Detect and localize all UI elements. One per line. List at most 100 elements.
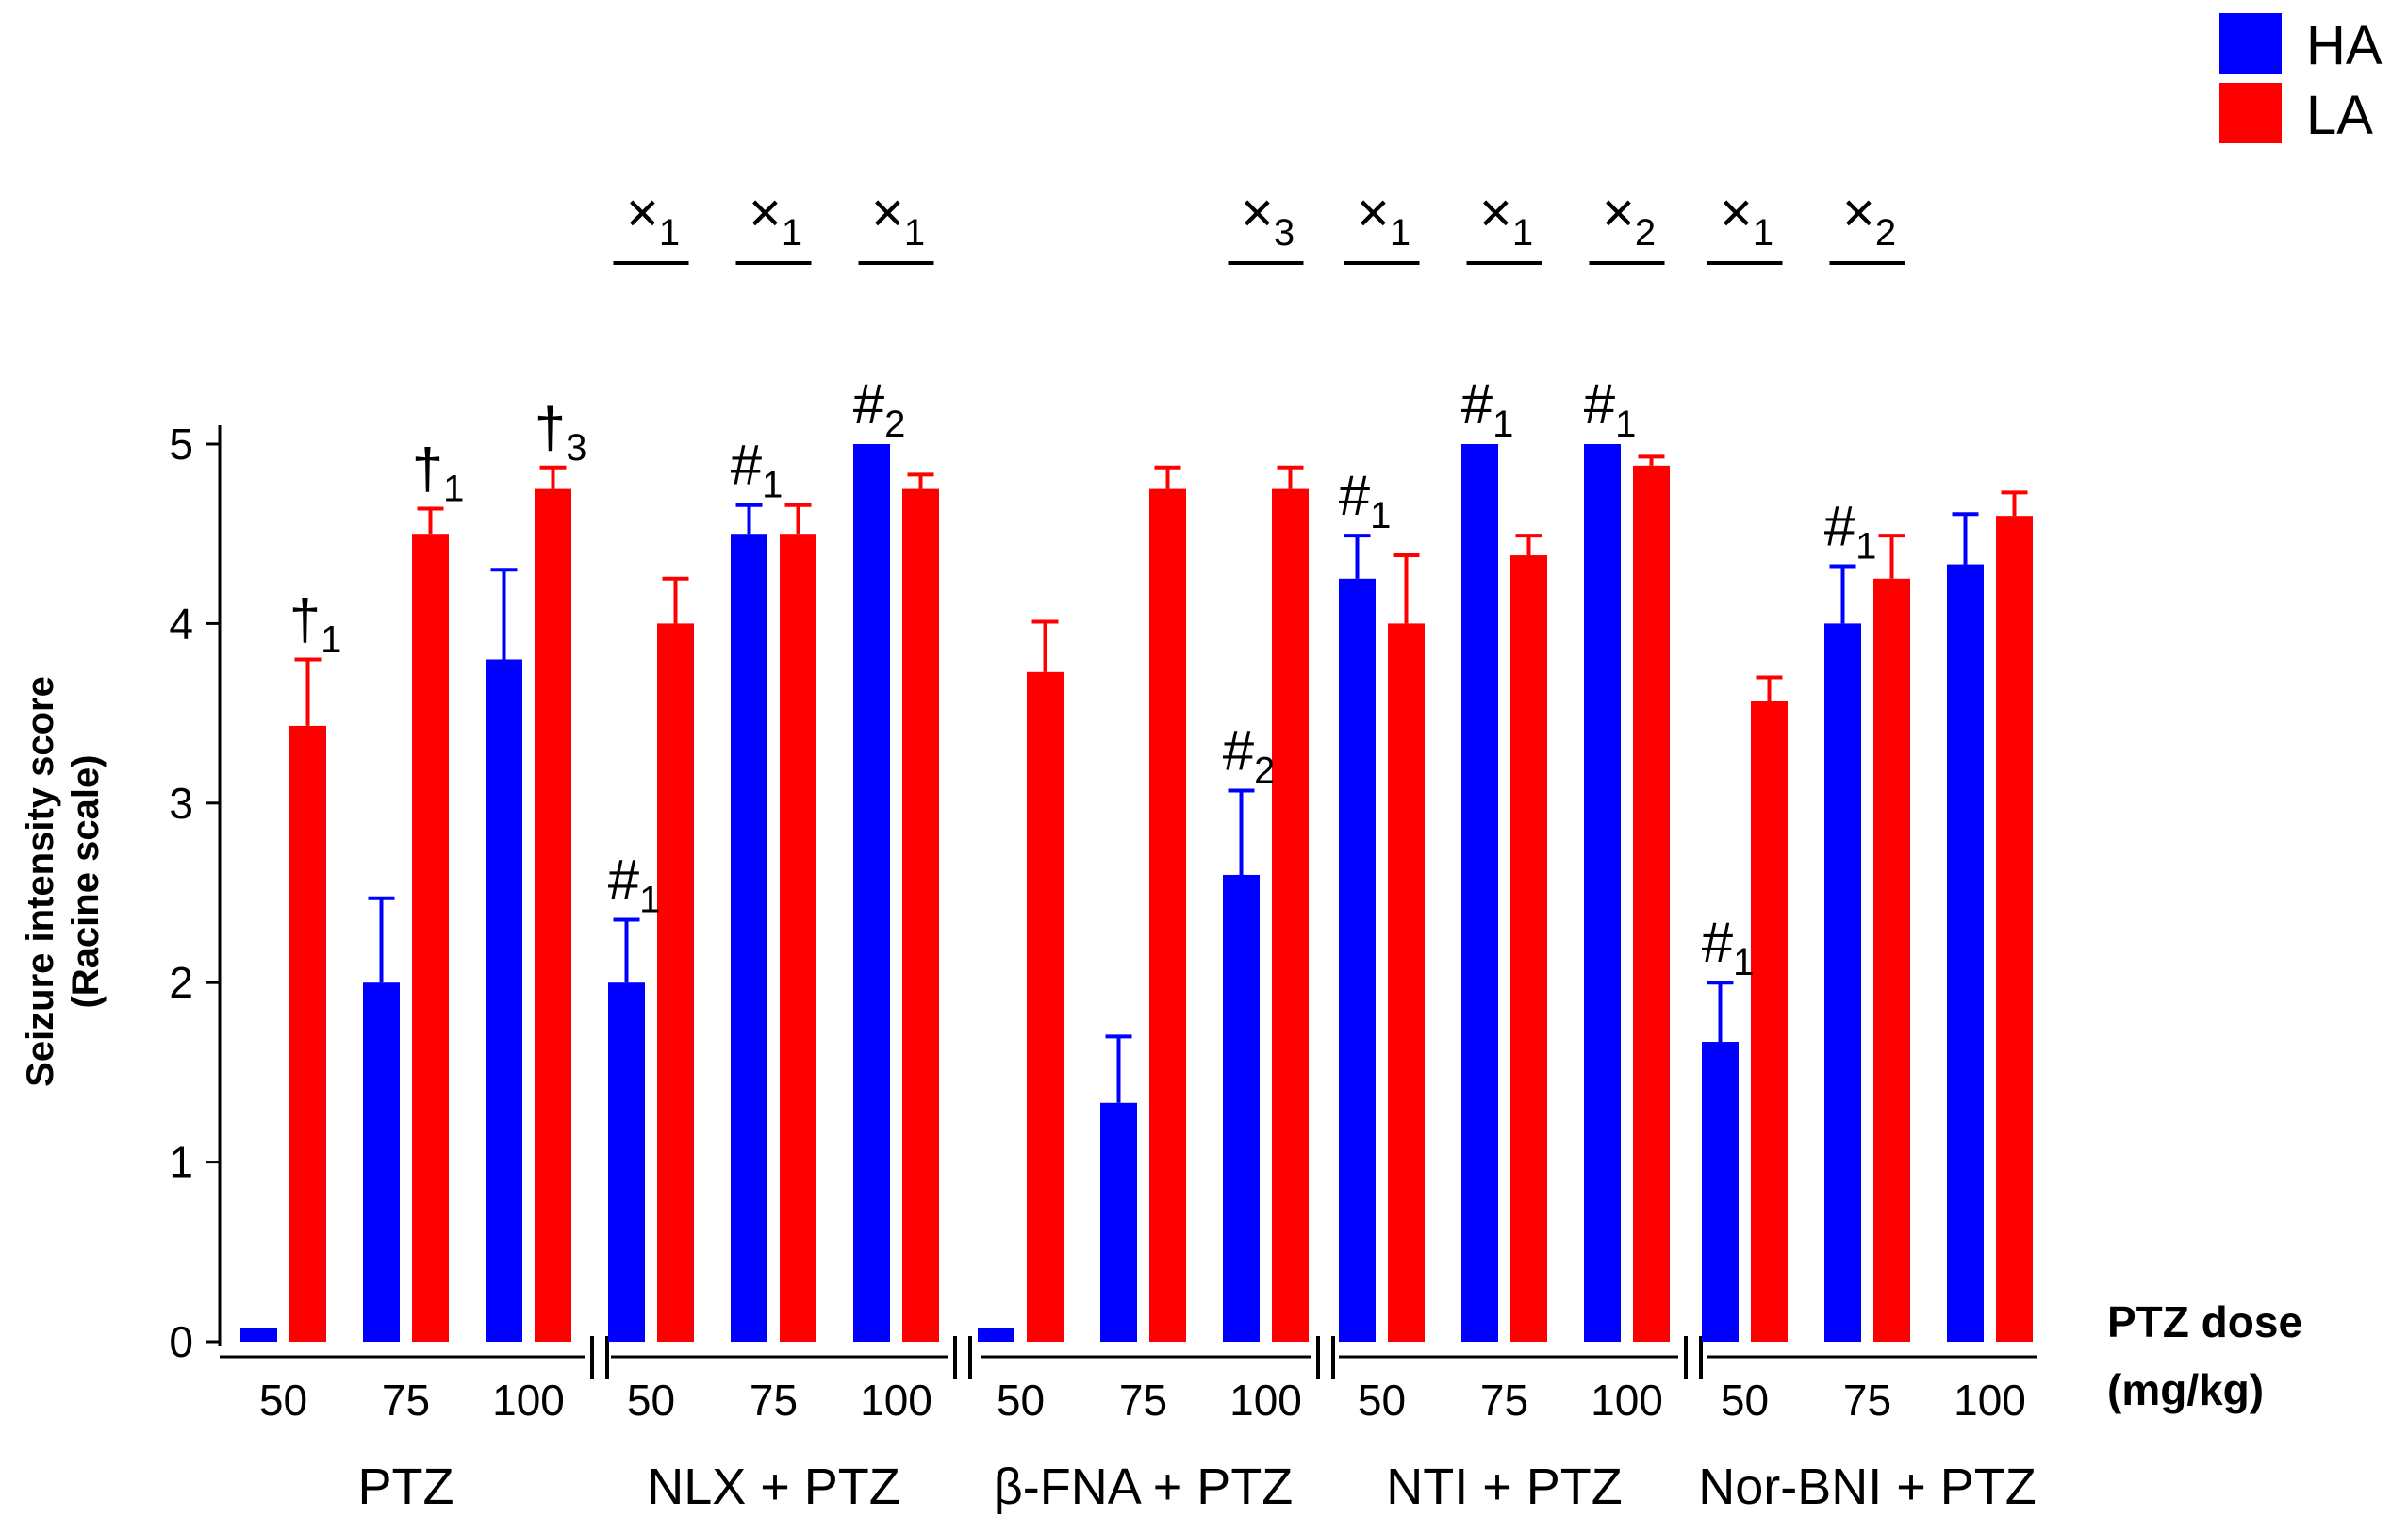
comparison-bracket-mark: ×1 bbox=[626, 181, 680, 254]
significance-mark: #1 bbox=[1339, 464, 1392, 536]
dose-tick-label: 100 bbox=[1591, 1376, 1663, 1425]
group-label: β-FNA + PTZ bbox=[994, 1459, 1294, 1515]
bar-la bbox=[1873, 578, 1910, 1342]
bar-la bbox=[1510, 555, 1547, 1342]
comparison-bracket-mark: ×1 bbox=[1479, 181, 1533, 254]
dose-tick-label: 75 bbox=[1119, 1376, 1167, 1425]
significance-mark: #2 bbox=[853, 372, 906, 445]
bar-la bbox=[1027, 671, 1064, 1342]
bar-ha bbox=[363, 982, 400, 1342]
comparison-bracket-mark-subscript: 1 bbox=[1390, 212, 1410, 254]
significance-mark-symbol: † bbox=[412, 437, 443, 501]
comparison-bracket-mark-symbol: × bbox=[626, 181, 659, 244]
dose-tick-label: 50 bbox=[627, 1376, 675, 1425]
bar-ha bbox=[1223, 874, 1260, 1342]
bar-la bbox=[1996, 516, 2033, 1342]
significance-mark: #1 bbox=[1702, 911, 1755, 983]
group-label: NLX + PTZ bbox=[647, 1459, 900, 1515]
comparison-bracket-mark-subscript: 1 bbox=[1512, 212, 1533, 254]
significance-mark: #1 bbox=[1584, 372, 1637, 445]
dose-tick-label: 50 bbox=[1721, 1376, 1769, 1425]
bar-la bbox=[1272, 488, 1309, 1342]
y-axis-title-line1: Seizure intensity score bbox=[20, 676, 61, 1087]
significance-mark-subscript: 1 bbox=[1493, 404, 1513, 445]
bar-ha bbox=[1100, 1102, 1137, 1342]
significance-mark-symbol: # bbox=[1702, 911, 1734, 974]
bar-ha bbox=[608, 982, 645, 1342]
significance-mark-symbol: † bbox=[535, 396, 566, 459]
bar-ha bbox=[486, 659, 522, 1342]
significance-mark-symbol: # bbox=[1461, 372, 1493, 436]
dose-tick-label: 50 bbox=[259, 1376, 307, 1425]
significance-mark-symbol: # bbox=[1339, 464, 1371, 527]
comparison-bracket-mark-subscript: 3 bbox=[1274, 212, 1295, 254]
group-label: PTZ bbox=[358, 1459, 454, 1515]
group-label: Nor-BNI + PTZ bbox=[1698, 1459, 2037, 1515]
x-axis-dose-title: PTZ dose (mg/kg) bbox=[2107, 1297, 2302, 1414]
bar-ha bbox=[853, 444, 890, 1342]
bar-ha bbox=[1824, 623, 1861, 1342]
significance-mark: †3 bbox=[535, 396, 587, 469]
bar-ha bbox=[731, 534, 767, 1342]
comparison-bracket-mark: ×1 bbox=[871, 181, 925, 254]
bar-ha bbox=[978, 1328, 1014, 1342]
significance-mark-subscript: 1 bbox=[1733, 942, 1754, 983]
significance-mark-symbol: # bbox=[1223, 718, 1255, 782]
significance-mark-subscript: 1 bbox=[1615, 404, 1636, 445]
dose-tick-label: 75 bbox=[750, 1376, 798, 1425]
comparison-bracket-mark-subscript: 2 bbox=[1875, 212, 1896, 254]
significance-mark-subscript: 3 bbox=[566, 427, 586, 469]
bar-la bbox=[902, 488, 939, 1342]
comparison-bracket-mark: ×1 bbox=[749, 181, 802, 254]
dose-tick-label: 75 bbox=[1480, 1376, 1528, 1425]
bar-la bbox=[1149, 488, 1186, 1342]
comparison-bracket-mark-symbol: × bbox=[749, 181, 782, 244]
bar-la bbox=[535, 488, 571, 1342]
dose-tick-label: 100 bbox=[860, 1376, 932, 1425]
comparison-bracket-mark: ×2 bbox=[1602, 181, 1656, 254]
comparison-bracket-mark: ×1 bbox=[1357, 181, 1410, 254]
dose-tick-label: 75 bbox=[1843, 1376, 1891, 1425]
y-tick-label: 3 bbox=[169, 779, 193, 828]
y-tick-label: 5 bbox=[169, 420, 193, 469]
bar-la bbox=[1633, 465, 1670, 1342]
comparison-bracket-mark: ×2 bbox=[1842, 181, 1896, 254]
comparison-bracket-mark-subscript: 1 bbox=[782, 212, 802, 254]
bar-ha bbox=[1947, 564, 1984, 1342]
comparison-bracket-mark-symbol: × bbox=[1720, 181, 1753, 244]
comparison-bracket-mark-symbol: × bbox=[871, 181, 904, 244]
significance-mark-subscript: 1 bbox=[639, 880, 660, 921]
comparison-bracket-mark-subscript: 1 bbox=[659, 212, 680, 254]
y-tick-label: 0 bbox=[169, 1317, 193, 1366]
y-tick-label: 2 bbox=[169, 958, 193, 1007]
bar-la bbox=[780, 534, 816, 1342]
significance-mark: #1 bbox=[608, 849, 661, 921]
comparison-bracket-mark-symbol: × bbox=[1241, 181, 1274, 244]
significance-mark: #1 bbox=[1824, 494, 1877, 567]
significance-mark-symbol: # bbox=[1824, 494, 1856, 557]
bars bbox=[240, 444, 2033, 1342]
bar-ha bbox=[1461, 444, 1498, 1342]
y-axis-title: Seizure intensity score (Racine scale) bbox=[20, 676, 107, 1087]
comparison-bracket-mark-symbol: × bbox=[1842, 181, 1875, 244]
significance-mark-symbol: # bbox=[608, 849, 640, 912]
legend-swatch-la bbox=[2219, 83, 2282, 143]
comparison-bracket-mark-subscript: 1 bbox=[1753, 212, 1773, 254]
significance-mark-symbol: # bbox=[1584, 372, 1616, 436]
significance-mark: †1 bbox=[412, 437, 465, 510]
x-axis-title-line2: (mg/kg) bbox=[2107, 1365, 2264, 1414]
bar-la bbox=[412, 534, 449, 1342]
legend-label-la: LA bbox=[2306, 85, 2373, 146]
dose-tick-label: 50 bbox=[1358, 1376, 1406, 1425]
y-tick-label: 1 bbox=[169, 1138, 193, 1187]
bar-ha bbox=[1584, 444, 1621, 1342]
bar-la bbox=[1751, 701, 1788, 1342]
legend: HA LA bbox=[2219, 13, 2383, 146]
significance-mark-subscript: 2 bbox=[884, 404, 905, 445]
significance-mark-symbol: # bbox=[731, 434, 763, 497]
group-label: NTI + PTZ bbox=[1386, 1459, 1623, 1515]
axes: 0 1 2 3 4 5 bbox=[169, 420, 2037, 1379]
legend-label-ha: HA bbox=[2306, 15, 2383, 76]
